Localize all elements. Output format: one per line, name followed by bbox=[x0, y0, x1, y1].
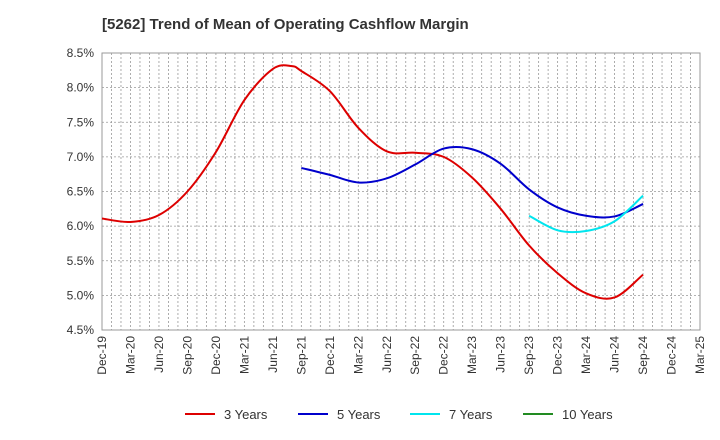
x-tick-label: Jun-22 bbox=[380, 336, 394, 373]
y-tick-label: 7.0% bbox=[67, 150, 95, 164]
x-tick-label: Dec-19 bbox=[95, 336, 109, 375]
x-tick-label: Dec-23 bbox=[551, 336, 565, 375]
x-tick-label: Sep-20 bbox=[180, 336, 194, 375]
chart-title: [5262] Trend of Mean of Operating Cashfl… bbox=[102, 16, 469, 33]
legend-label-3-years: 3 Years bbox=[224, 407, 268, 422]
x-tick-label: Mar-22 bbox=[351, 336, 365, 374]
plot-area bbox=[101, 52, 701, 331]
legend: 3 Years 5 Years 7 Years 10 Years bbox=[185, 407, 613, 422]
x-tick-label: Jun-24 bbox=[608, 336, 622, 373]
y-tick-label: 5.0% bbox=[67, 288, 95, 302]
y-tick-label: 8.0% bbox=[67, 81, 95, 95]
x-tick-label: Sep-22 bbox=[408, 336, 422, 375]
series-line-7-years bbox=[528, 194, 644, 234]
x-tick-label: Dec-21 bbox=[323, 336, 337, 375]
series-line-5-years bbox=[301, 145, 644, 219]
series-line-3-years bbox=[101, 64, 644, 300]
x-tick-label: Dec-20 bbox=[209, 336, 223, 375]
y-tick-label: 8.5% bbox=[67, 46, 95, 60]
y-tick-label: 5.5% bbox=[67, 254, 95, 268]
x-tick-label: Sep-24 bbox=[636, 336, 650, 375]
x-tick-label: Mar-25 bbox=[693, 336, 707, 374]
x-tick-label: Jun-21 bbox=[266, 336, 280, 373]
x-tick-label: Mar-23 bbox=[465, 336, 479, 374]
x-tick-label: Mar-20 bbox=[123, 336, 137, 374]
x-tick-label: Mar-21 bbox=[237, 336, 251, 374]
x-tick-label: Jun-23 bbox=[494, 336, 508, 373]
y-tick-label: 6.5% bbox=[67, 185, 95, 199]
x-tick-label: Sep-23 bbox=[522, 336, 536, 375]
x-tick-label: Mar-24 bbox=[579, 336, 593, 374]
x-tick-label: Dec-24 bbox=[665, 336, 679, 375]
y-tick-label: 6.0% bbox=[67, 219, 95, 233]
y-axis-ticks: 4.5% 5.0% 5.5% 6.0% 6.5% 7.0% 7.5% 8.0% 8.5% bbox=[67, 46, 95, 337]
x-axis-ticks: Dec-19 Mar-20 Jun-20 Sep-20 Dec-20 Mar-21 Jun-… bbox=[95, 336, 707, 375]
legend-label-10-years: 10 Years bbox=[562, 407, 613, 422]
x-tick-label: Jun-20 bbox=[152, 336, 166, 373]
y-tick-label: 7.5% bbox=[67, 115, 95, 129]
legend-label-5-years: 5 Years bbox=[337, 407, 381, 422]
y-tick-label: 4.5% bbox=[67, 323, 95, 337]
series-lines bbox=[101, 64, 644, 300]
x-tick-label: Sep-21 bbox=[294, 336, 308, 375]
legend-label-7-years: 7 Years bbox=[449, 407, 493, 422]
x-tick-label: Dec-22 bbox=[437, 336, 451, 375]
plot-border bbox=[101, 52, 701, 331]
